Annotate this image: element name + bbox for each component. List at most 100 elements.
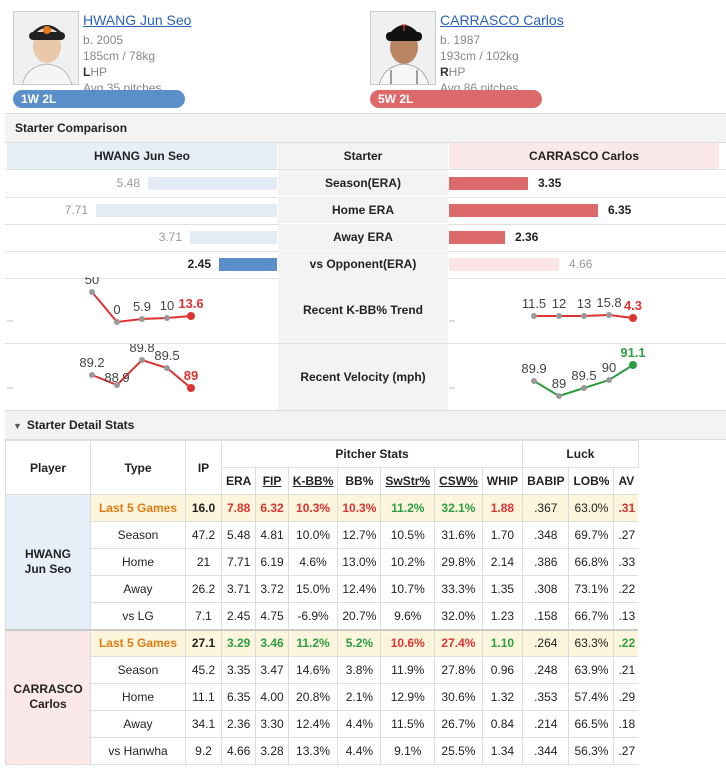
comparison-right-value: 3.35: [538, 176, 562, 190]
table-row: Away 34.1 2.36 3.30 12.4% 4.4% 11.5% 26.7% 0.84.…: [6, 710, 639, 738]
row-stat: 4.66: [220, 737, 257, 765]
row-stat: .264: [522, 628, 570, 657]
home-record-bar: 1W 2L: [13, 90, 185, 108]
trend-label: 50: [85, 277, 99, 287]
trend-label: 12: [552, 296, 566, 311]
comparison-right-bar: [449, 258, 559, 271]
player-cell: CARRASCO Carlos: [5, 628, 91, 765]
away-born: b. 1987: [440, 33, 481, 47]
trend-label: 15.8: [596, 295, 621, 310]
comparison-right-value: 6.35: [608, 203, 632, 217]
table-row: Season 47.2 5.48 4.81 10.0% 12.7% 10.5% 31.6% 1.…: [6, 521, 639, 549]
row-ip: 47.2: [185, 521, 222, 549]
table-row: Season 45.2 3.35 3.47 14.6% 3.8% 11.9% 27.8% 0.9…: [6, 656, 639, 684]
table-row: Away 26.2 3.71 3.72 15.0% 12.4% 10.7% 33.3% 1.35…: [6, 575, 639, 603]
away-player-name[interactable]: CARRASCO Carlos: [440, 12, 564, 28]
row-stat: 10.7%: [380, 575, 436, 603]
col-header: CSW%: [434, 467, 483, 495]
comparison-right-bar: [449, 204, 598, 217]
comparison-left-bar: [96, 204, 277, 217]
row-stat: 6.35: [220, 683, 257, 711]
trend-point: [556, 393, 562, 399]
away-size: 193cm / 102kg: [440, 49, 519, 63]
velocity-right-chart: 89.9 89 89.5 90 91.1: [449, 345, 646, 399]
starter-detail-stats-toggle[interactable]: ▼ Starter Detail Stats: [5, 410, 726, 440]
comparison-right-bar: [449, 177, 528, 190]
row-stat: 1.23: [481, 602, 524, 630]
row-stat: 9.6%: [380, 602, 436, 630]
trend-label: 13: [577, 296, 591, 311]
row-stat: -6.9%: [287, 602, 339, 630]
comparison-right-value: 4.66: [569, 257, 593, 271]
kbb-trend-left-chart: 50 0 5.9 10 13.6: [7, 277, 204, 325]
trend-label: 13.6: [178, 296, 203, 311]
row-stat: 27.4%: [434, 628, 483, 657]
group-pitcher-stats: Pitcher Stats: [220, 440, 524, 468]
starter-comparison-header: Starter Comparison: [5, 113, 726, 143]
row-ip: 11.1: [185, 683, 222, 711]
row-stat: 63.9%: [568, 656, 615, 684]
row-stat: 5.2%: [337, 628, 382, 657]
row-stat: 10.5%: [380, 521, 436, 549]
row-stat: 56.3%: [568, 737, 615, 765]
trend-point: [606, 377, 612, 383]
row-stat: 2.36: [220, 710, 257, 738]
row-stat: 15.0%: [287, 575, 339, 603]
home-player-name[interactable]: HWANG Jun Seo: [83, 12, 192, 28]
trend-point: [139, 316, 145, 322]
row-stat: 57.4%: [568, 683, 615, 711]
row-stat: 11.9%: [380, 656, 436, 684]
trend-label: 89.8: [129, 344, 154, 355]
trend-label: 89: [552, 376, 566, 391]
velocity-left-chart: 89.288.9 89.889.5 89: [7, 344, 198, 392]
comparison-right-header: CARRASCO Carlos: [449, 143, 719, 169]
kbb-trend-label: Recent K-BB% Trend: [278, 277, 448, 343]
col-header: BB%: [337, 467, 382, 495]
row-ip: 34.1: [185, 710, 222, 738]
trend-label: 5.9: [133, 299, 151, 314]
row-stat: 4.00: [255, 683, 289, 711]
row-stat: 10.2%: [380, 548, 436, 576]
row-stat: 20.7%: [337, 602, 382, 630]
home-player-photo: [13, 11, 79, 85]
trend-label: 4.3: [624, 298, 642, 313]
col-header: K-BB%: [287, 467, 339, 495]
row-stat: 3.30: [255, 710, 289, 738]
col-header: SwStr%: [380, 467, 436, 495]
trend-point: [114, 319, 120, 325]
col-header: LOB%: [568, 467, 615, 495]
comparison-row-label: Season(ERA): [278, 170, 448, 196]
row-ip: 27.1: [185, 628, 222, 657]
comparison-row-label: Home ERA: [278, 197, 448, 223]
comparison-right-bar: [449, 231, 505, 244]
trend-point: [629, 314, 637, 322]
col-header: AV: [613, 467, 639, 495]
row-stat: 7.88: [220, 494, 257, 522]
row-stat: 12.9%: [380, 683, 436, 711]
trend-label: 11.5: [522, 296, 546, 311]
row-stat: 4.4%: [337, 710, 382, 738]
row-stat: .158: [522, 602, 570, 630]
trend-label: 89.9: [521, 361, 546, 376]
row-stat: 27.8%: [434, 656, 483, 684]
row-stat: 6.32: [255, 494, 289, 522]
row-type: vs LG: [90, 602, 186, 630]
comparison-row-label: Away ERA: [278, 224, 448, 250]
row-stat: 3.8%: [337, 656, 382, 684]
velocity-label: Recent Velocity (mph): [278, 344, 448, 410]
row-stat: 0.96: [481, 656, 524, 684]
row-stat: 10.6%: [380, 628, 436, 657]
trend-point: [139, 357, 145, 363]
table-row: vs Hanwha 9.2 4.66 3.28 13.3% 4.4% 9.1% 25.5% 1.…: [6, 737, 639, 765]
row-ip: 7.1: [185, 602, 222, 630]
col-player: Player: [5, 440, 91, 495]
divider: [5, 169, 726, 170]
comparison-left-value: 5.48: [116, 176, 140, 190]
row-stat: 33.3%: [434, 575, 483, 603]
trend-point: [89, 289, 95, 295]
row-stat: 12.4%: [337, 575, 382, 603]
col-header: WHIP: [481, 467, 524, 495]
divider: [5, 343, 726, 344]
row-stat: 1.70: [481, 521, 524, 549]
comparison-left-header: HWANG Jun Seo: [7, 143, 277, 169]
